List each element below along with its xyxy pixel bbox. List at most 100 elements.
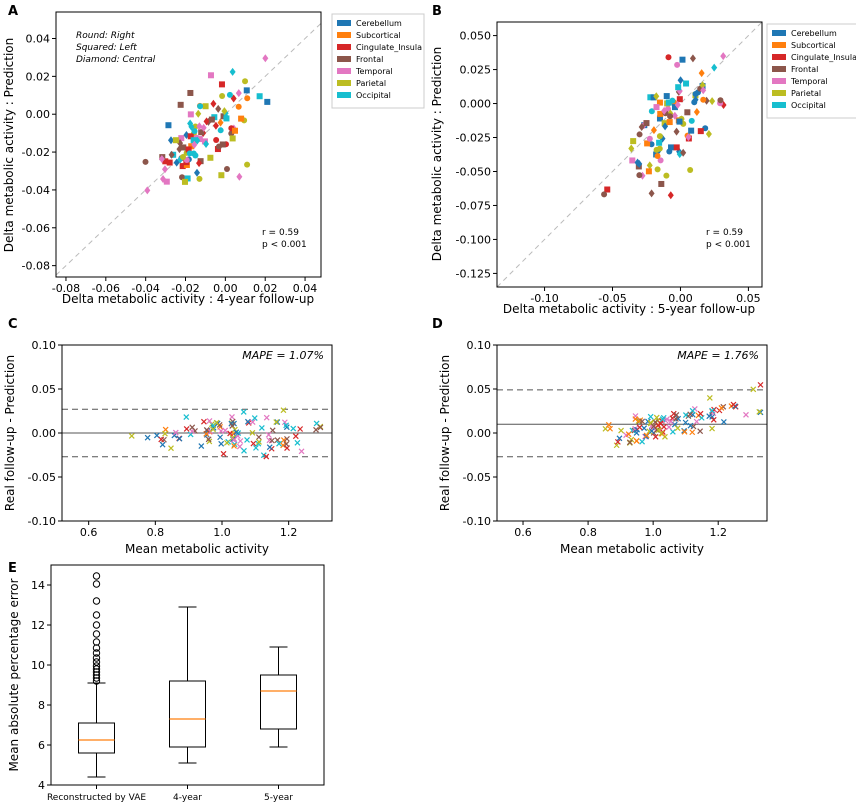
box-outlier (92, 580, 101, 588)
data-point-central (200, 123, 207, 132)
data-point (253, 444, 259, 451)
data-point-left (184, 175, 191, 182)
category-label: 4-year (173, 793, 202, 802)
data-point (689, 407, 696, 414)
data-point-left (676, 96, 683, 103)
panel-b-y-label: Delta metabolic activity : Prediction (430, 47, 444, 262)
box-outlier (92, 662, 101, 670)
data-point (720, 418, 727, 425)
data-point (636, 424, 643, 431)
data-point-central (699, 81, 706, 90)
panel-c-marks (128, 407, 324, 460)
data-point-left (177, 101, 184, 108)
y-tick-label: 0.05 (467, 383, 492, 396)
data-point-left (650, 94, 657, 101)
data-point-left (208, 116, 215, 123)
data-point-central (700, 86, 707, 95)
x-tick-label: 1.0 (213, 526, 231, 539)
data-point-central (194, 136, 201, 145)
data-point-central (653, 92, 660, 101)
y-tick-label: 8 (38, 699, 45, 712)
data-point-left (198, 129, 205, 136)
y-tick-label: -0.06 (22, 222, 50, 235)
data-point (263, 453, 270, 460)
data-point (643, 432, 650, 439)
data-point-left (656, 139, 663, 146)
data-point (618, 427, 625, 434)
data-point-left (604, 186, 611, 193)
data-point (233, 429, 240, 436)
data-point-right (191, 128, 198, 135)
x-tick-label: 0.8 (579, 526, 597, 539)
data-point-left (207, 154, 214, 161)
data-point-central (698, 69, 705, 78)
data-point-right (235, 103, 242, 110)
data-point-central (217, 118, 224, 127)
data-point-central (212, 121, 219, 130)
y-tick-label: 10 (31, 659, 45, 672)
data-point (269, 437, 275, 444)
data-point (298, 448, 305, 455)
panel-e-boxplot: Reconstructed by VAE 4-year 5-year 4 6 8 10 12 1… (7, 564, 325, 802)
data-point (206, 417, 213, 424)
data-point (183, 425, 190, 432)
data-point-central (203, 140, 210, 149)
data-point-right (219, 93, 226, 100)
data-point (218, 428, 224, 434)
data-point (203, 427, 210, 433)
data-point-central (692, 95, 699, 104)
data-point (171, 432, 178, 439)
data-point-left (218, 81, 225, 88)
data-point-central (638, 122, 645, 131)
panel-letter-b: B (432, 4, 442, 19)
data-point (709, 407, 715, 414)
data-point (647, 413, 654, 420)
data-point (244, 436, 250, 443)
legend-label: Cingulate_Insula (791, 53, 856, 62)
data-point-left (166, 159, 173, 166)
data-point (709, 425, 715, 432)
y-tick-label: 0.025 (460, 64, 492, 77)
data-point-right (654, 153, 661, 160)
data-point (672, 416, 679, 422)
data-point-left (656, 115, 663, 122)
panel-b-legend: Cerebellum Subcortical Cingulate_Insula Fro… (766, 23, 856, 119)
data-point-left (187, 133, 194, 140)
y-tick-label: 4 (38, 779, 45, 792)
data-point (710, 416, 717, 423)
data-point (159, 441, 166, 448)
data-point (229, 423, 236, 429)
data-point-central (187, 119, 194, 128)
panel-letter-d: D (432, 317, 443, 332)
data-point-central (685, 133, 692, 142)
data-point (250, 440, 257, 447)
data-point-central (158, 155, 165, 164)
panel-d-lines (497, 389, 767, 458)
data-point-left (219, 141, 226, 148)
data-point-left (264, 98, 271, 105)
legend-swatch (772, 78, 786, 84)
data-point (256, 439, 262, 445)
data-point (241, 447, 247, 454)
data-point-left (256, 93, 263, 100)
data-point (220, 450, 227, 457)
panel-b-frame (496, 21, 763, 288)
y-tick-label: 0.05 (32, 383, 57, 396)
data-point (655, 427, 662, 434)
data-point-left (162, 158, 169, 165)
data-point-right (717, 97, 724, 104)
data-point-central (671, 111, 678, 120)
data-point (266, 444, 273, 451)
legend-label: Temporal (355, 67, 393, 76)
x-tick-label: -0.04 (131, 282, 159, 295)
data-point-right (242, 78, 249, 85)
data-point (639, 438, 646, 445)
data-point-central (195, 109, 202, 118)
x-tick-label: -0.06 (92, 282, 120, 295)
y-tick-label: 0.050 (460, 30, 492, 43)
data-point-right (244, 95, 251, 102)
data-point-left (181, 178, 188, 185)
data-point (698, 414, 705, 421)
data-point-central (646, 161, 653, 170)
category-label: Reconstructed by VAE (47, 793, 146, 802)
